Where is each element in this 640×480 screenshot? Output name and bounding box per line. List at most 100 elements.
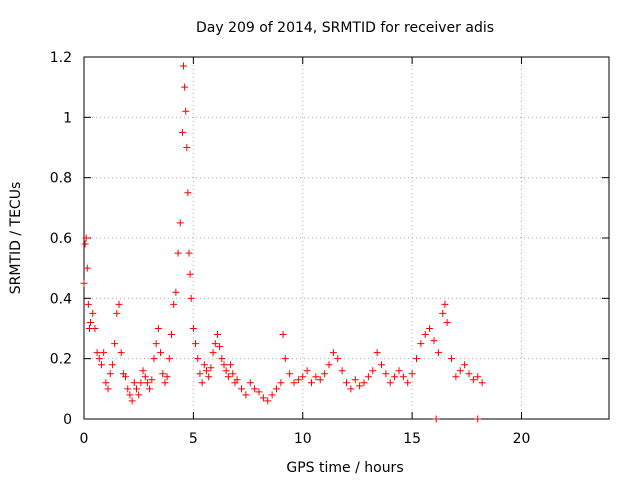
x-tick-label: 0 bbox=[80, 431, 89, 447]
data-point bbox=[198, 379, 206, 387]
data-point bbox=[461, 361, 469, 369]
data-point bbox=[478, 379, 486, 387]
data-point bbox=[182, 107, 190, 115]
data-point bbox=[251, 385, 259, 393]
data-point bbox=[430, 337, 438, 345]
data-points bbox=[80, 62, 486, 423]
data-point bbox=[189, 325, 197, 332]
y-axis: 0 0.2 0.4 0.6 0.8 1 1.2 bbox=[50, 50, 609, 428]
data-point bbox=[80, 279, 88, 287]
y-tick-label: 0 bbox=[63, 412, 72, 428]
data-point bbox=[413, 355, 420, 363]
data-point bbox=[186, 270, 194, 278]
data-point bbox=[229, 370, 237, 378]
data-point bbox=[227, 361, 235, 369]
data-point bbox=[128, 397, 136, 405]
data-point bbox=[211, 340, 219, 348]
data-point bbox=[106, 370, 114, 378]
data-point bbox=[165, 355, 173, 363]
data-point bbox=[108, 361, 116, 369]
data-point bbox=[417, 340, 425, 348]
data-point bbox=[181, 83, 189, 91]
y-tick-label: 0.8 bbox=[50, 171, 72, 187]
data-point bbox=[281, 355, 289, 363]
data-point bbox=[294, 376, 302, 384]
y-tick-label: 1.2 bbox=[50, 50, 72, 66]
data-point bbox=[264, 397, 272, 405]
data-point bbox=[233, 376, 241, 384]
data-point bbox=[421, 331, 429, 339]
plot-frame bbox=[83, 56, 610, 420]
x-axis: 0 5 10 15 20 bbox=[80, 57, 531, 447]
data-point bbox=[150, 355, 158, 363]
data-point bbox=[443, 318, 451, 326]
y-tick-label: 0.6 bbox=[50, 231, 72, 247]
data-point bbox=[159, 370, 167, 378]
data-point bbox=[102, 379, 110, 387]
data-point bbox=[325, 361, 333, 369]
data-point bbox=[224, 373, 232, 381]
data-point bbox=[126, 391, 134, 399]
data-point bbox=[192, 340, 200, 348]
data-point bbox=[456, 367, 464, 375]
data-point bbox=[308, 379, 315, 387]
data-point bbox=[178, 128, 186, 136]
data-point bbox=[87, 318, 95, 326]
data-point bbox=[180, 62, 188, 70]
data-point bbox=[170, 300, 178, 308]
data-point bbox=[95, 355, 103, 363]
data-point bbox=[222, 367, 230, 375]
data-point bbox=[351, 376, 359, 384]
data-point bbox=[299, 373, 307, 381]
data-point bbox=[338, 367, 346, 375]
data-point bbox=[154, 325, 162, 332]
data-point bbox=[216, 343, 224, 351]
data-point bbox=[194, 355, 202, 363]
data-point bbox=[161, 379, 169, 387]
data-point bbox=[312, 373, 320, 381]
y-tick-label: 0.4 bbox=[50, 291, 72, 307]
data-point bbox=[238, 385, 245, 393]
series-SRMTID-outliers bbox=[432, 415, 482, 423]
data-point bbox=[157, 349, 165, 357]
data-point bbox=[474, 415, 482, 423]
data-point bbox=[187, 294, 195, 302]
data-point bbox=[399, 373, 407, 381]
data-point bbox=[286, 370, 294, 378]
data-point bbox=[148, 376, 156, 384]
data-point bbox=[268, 391, 276, 399]
data-point bbox=[452, 373, 460, 381]
data-point bbox=[334, 355, 342, 363]
data-point bbox=[218, 355, 226, 363]
data-point bbox=[279, 331, 287, 339]
x-tick-label: 20 bbox=[513, 431, 531, 447]
data-point bbox=[83, 264, 91, 272]
data-point bbox=[373, 349, 381, 357]
data-point bbox=[343, 379, 350, 387]
data-point bbox=[163, 373, 171, 381]
data-point bbox=[98, 361, 105, 369]
data-point bbox=[100, 349, 108, 357]
data-point bbox=[137, 379, 145, 387]
data-point bbox=[439, 309, 447, 317]
data-point bbox=[172, 288, 180, 296]
data-point bbox=[117, 349, 125, 357]
data-point bbox=[360, 379, 368, 387]
x-tick-label: 5 bbox=[189, 431, 198, 447]
data-point bbox=[378, 361, 385, 369]
data-point bbox=[174, 249, 182, 257]
data-point bbox=[382, 370, 390, 378]
data-point bbox=[185, 249, 193, 257]
x-tick-label: 10 bbox=[294, 431, 312, 447]
data-point bbox=[135, 391, 143, 399]
data-point bbox=[369, 367, 377, 375]
x-tick-label: 15 bbox=[403, 431, 421, 447]
data-point bbox=[408, 370, 416, 378]
y-tick-label: 1 bbox=[63, 110, 72, 126]
data-point bbox=[347, 385, 355, 393]
data-point bbox=[404, 379, 412, 387]
x-axis-label: GPS time / hours bbox=[286, 460, 403, 476]
data-point bbox=[113, 309, 121, 317]
series-SRMTID bbox=[80, 62, 486, 405]
